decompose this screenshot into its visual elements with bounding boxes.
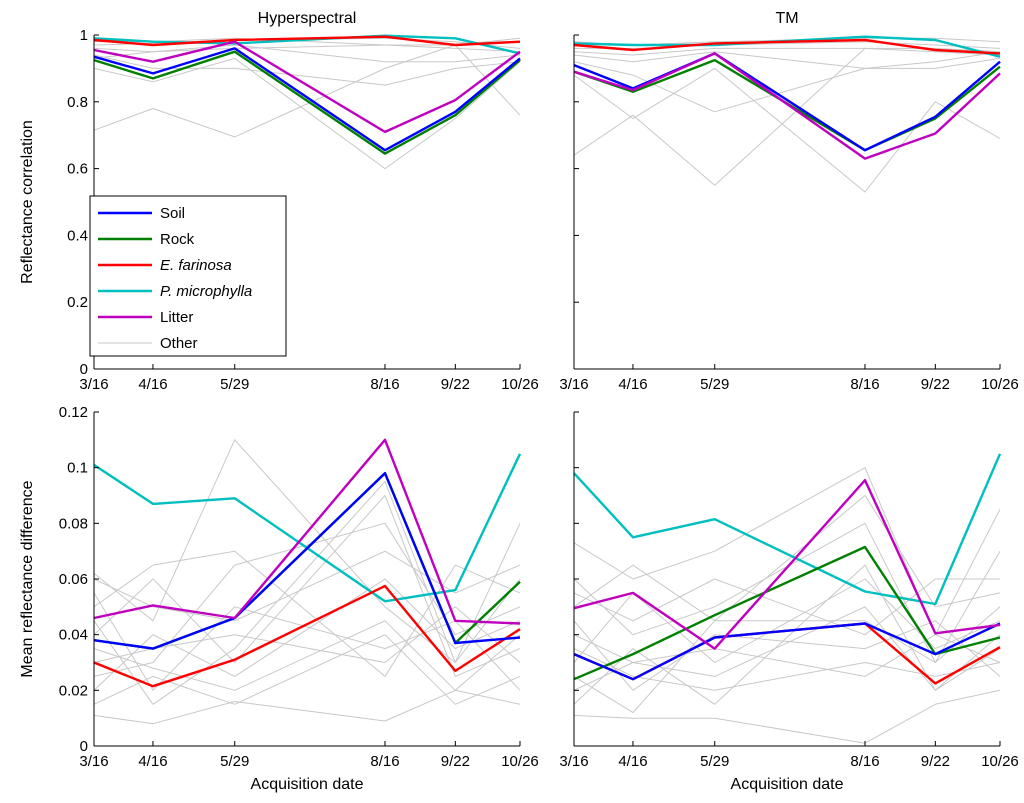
y-axis-label: Reflectance correlation (19, 120, 36, 284)
legend-label-litter: Litter (160, 309, 193, 326)
x-tick-label: 8/16 (370, 753, 399, 770)
x-axis-label: Acquisition date (251, 776, 364, 793)
x-axis-label: Acquisition date (731, 776, 844, 793)
legend: Soil Rock E. farinosa P. microphylla Litter O… (89, 195, 287, 357)
series-line-other-5 (573, 606, 1001, 691)
series-line-other-2 (93, 44, 521, 63)
panel-top-right: 3/16 4/16 5/29 8/16 9/22 10/26 TM (559, 10, 1018, 393)
y-tick-label: 0.1 (67, 460, 88, 477)
y-tick-label: 1 (80, 27, 88, 44)
legend-label-other: Other (160, 335, 198, 352)
series-line-other-4 (93, 54, 521, 86)
x-tick-label: 4/16 (138, 376, 167, 393)
legend-box (89, 195, 287, 357)
x-tick-label: 10/26 (981, 376, 1019, 393)
series-line-other-9 (573, 495, 1001, 622)
legend-label-soil: Soil (160, 205, 185, 222)
series-line-soil (93, 472, 521, 650)
series-line-pmicrophylla (573, 453, 1002, 606)
x-tick-label: 3/16 (559, 753, 588, 770)
x-tick-label: 9/22 (921, 753, 950, 770)
legend-label-pmicrophylla: P. microphylla (160, 283, 252, 300)
panel-bottom-right: 3/16 4/16 5/29 8/16 9/22 10/26 Acquisition dat… (559, 411, 1019, 793)
series-line-other-2 (573, 51, 1001, 69)
x-tick-label: 4/16 (618, 376, 647, 393)
series-group (573, 453, 1002, 744)
y-tick-label: 0.02 (59, 682, 88, 699)
x-tick-label: 5/29 (700, 376, 729, 393)
series-line-other-11 (573, 550, 1001, 714)
x-tick-label: 5/29 (700, 753, 729, 770)
series-line-litter (573, 479, 1001, 650)
series-line-other-3 (93, 495, 521, 677)
series-group (573, 35, 1001, 193)
series-line-litter (573, 52, 1001, 160)
x-tick-label: 9/22 (441, 376, 470, 393)
series-line-other-1 (93, 689, 521, 725)
x-tick-label: 10/26 (501, 376, 539, 393)
x-tick-label: 10/26 (981, 753, 1019, 770)
series-line-other-0 (93, 439, 521, 663)
x-tick-label: 3/16 (559, 376, 588, 393)
series-line-other-6 (573, 47, 1001, 56)
series-line-other-0 (573, 467, 1001, 636)
y-tick-label: 0 (80, 738, 88, 755)
x-tick-label: 8/16 (850, 376, 879, 393)
y-tick-label: 0.08 (59, 515, 88, 532)
series-line-efarinosa (573, 38, 1001, 55)
series-line-rock (93, 50, 521, 155)
series-line-other-7 (573, 648, 1001, 691)
series-line-litter (93, 40, 521, 134)
series-line-other-6 (93, 44, 521, 59)
series-line-other-5 (93, 578, 521, 691)
y-tick-label: 0.4 (67, 227, 88, 244)
series-line-efarinosa (93, 584, 521, 688)
y-tick-label: 0.6 (67, 161, 88, 178)
x-tick-label: 9/22 (441, 753, 470, 770)
y-tick-label: 0.04 (59, 627, 88, 644)
series-line-other-1 (93, 57, 521, 170)
legend-label-efarinosa: E. farinosa (160, 257, 232, 274)
y-tick-label: 0.2 (67, 294, 88, 311)
y-tick-label: 0.12 (59, 404, 88, 421)
series-line-other-2 (93, 522, 521, 677)
series-line-other-5 (573, 51, 1001, 113)
x-tick-label: 5/29 (220, 376, 249, 393)
series-group (93, 438, 522, 725)
series-line-other-0 (93, 44, 521, 138)
series-line-litter (93, 438, 521, 625)
panel-bottom-left: 0 0.02 0.04 0.06 0.08 0.1 0.12 3/16 4/16 5/29 8/16… (19, 404, 539, 793)
panel-title: TM (775, 10, 798, 27)
series-line-other-1 (573, 689, 1001, 744)
y-tick-label: 0.8 (67, 94, 88, 111)
series-line-soil (573, 622, 1001, 681)
series-line-pmicrophylla (93, 453, 522, 603)
x-tick-label: 8/16 (370, 376, 399, 393)
series-group (93, 34, 521, 170)
x-tick-label: 3/16 (79, 376, 108, 393)
series-line-soil (573, 52, 1001, 152)
series-line-soil (93, 47, 521, 152)
y-tick-label: 0 (80, 361, 88, 378)
series-line-rock (573, 545, 1001, 681)
series-line-other-9 (93, 620, 521, 691)
x-tick-label: 3/16 (79, 753, 108, 770)
series-line-other-10 (93, 550, 521, 677)
series-line-other-0 (573, 47, 1001, 186)
legend-label-rock: Rock (160, 231, 195, 248)
x-tick-label: 10/26 (501, 753, 539, 770)
x-tick-label: 8/16 (850, 753, 879, 770)
series-line-other-7 (93, 550, 521, 622)
panel-title: Hyperspectral (258, 10, 357, 27)
series-line-other-11 (93, 481, 521, 705)
x-tick-label: 4/16 (618, 753, 647, 770)
y-axis-label: Mean reflectance difference (19, 480, 36, 677)
x-tick-label: 4/16 (138, 753, 167, 770)
x-tick-label: 5/29 (220, 753, 249, 770)
series-line-other-6 (93, 606, 521, 663)
x-tick-label: 9/22 (921, 376, 950, 393)
series-line-efarinosa (93, 35, 521, 47)
y-tick-label: 0.06 (59, 571, 88, 588)
